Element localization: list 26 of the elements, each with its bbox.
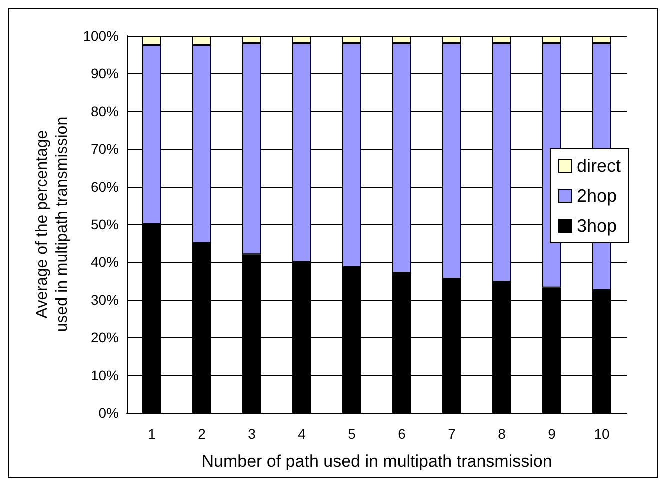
x-tick-label: 9	[548, 426, 556, 442]
x-axis-title: Number of path used in multipath transmission	[202, 452, 552, 471]
x-tick-label: 1	[148, 426, 156, 442]
x-tick-label: 3	[248, 426, 256, 442]
legend-label: 2hop	[576, 186, 618, 206]
y-tick-label: 100%	[83, 28, 119, 44]
x-tick-label: 2	[198, 426, 206, 442]
x-tick-label: 4	[298, 426, 306, 442]
y-tick-label: 0%	[98, 405, 119, 421]
legend-label: direct	[576, 156, 621, 176]
y-tick-label: 10%	[90, 367, 119, 384]
x-tick-label: 6	[398, 426, 406, 442]
x-tick-label: 8	[498, 426, 506, 442]
y-tick-label: 40%	[90, 254, 119, 270]
y-tick-label: 20%	[90, 330, 119, 346]
x-tick-label: 7	[448, 426, 456, 442]
legend-label: 3hop	[576, 216, 618, 236]
y-tick-label: 80%	[90, 103, 119, 120]
y-tick-label: 60%	[90, 178, 119, 195]
y-tick-label: 50%	[90, 216, 119, 232]
y-tick-label: 90%	[90, 66, 119, 82]
y-axis-title: Average of the percentage used in multipath transmission	[34, 116, 71, 332]
y-tick-label: 70%	[90, 141, 119, 158]
x-tick-label: 5	[348, 426, 356, 442]
x-tick-label: 10	[594, 426, 610, 442]
y-tick-label: 30%	[90, 292, 119, 308]
